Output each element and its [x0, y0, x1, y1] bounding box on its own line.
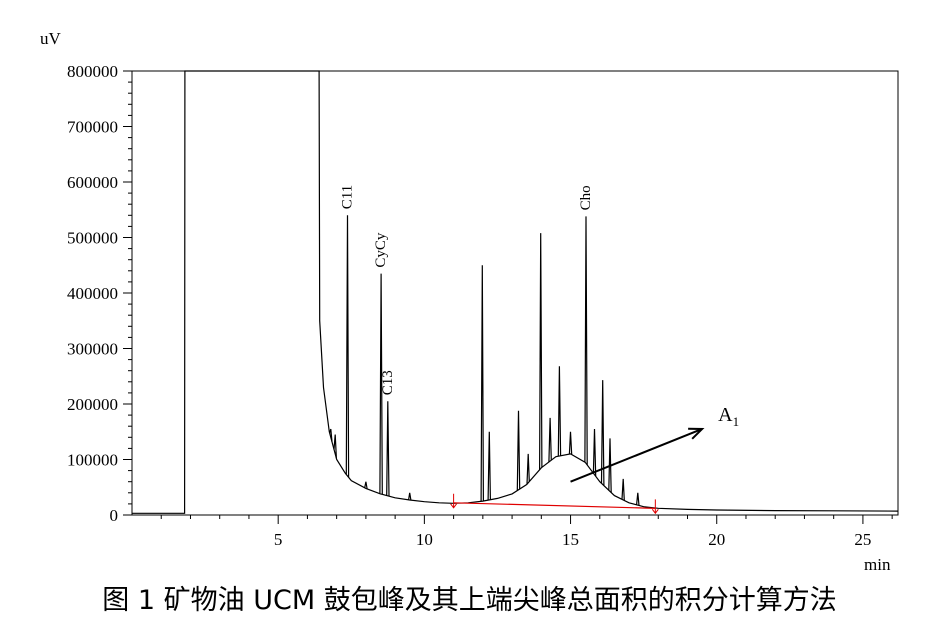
peak [379, 273, 383, 495]
peak [568, 431, 573, 455]
plot-area [132, 70, 899, 515]
y-tick-label: 100000 [67, 451, 118, 470]
peak [621, 478, 625, 501]
peak [333, 434, 337, 459]
figure-caption: 图 1 矿物油 UCM 鼓包峰及其上端尖峰总面积的积分计算方法 [102, 585, 837, 616]
y-tick-label: 400000 [67, 284, 118, 303]
x-tick-label: 20 [708, 530, 725, 549]
peak [526, 453, 530, 485]
annotation-subscript: 1 [733, 414, 740, 429]
plot-frame [131, 70, 899, 516]
axes: 0 100000 200000 300000 400000 500000 600000 700… [67, 62, 899, 549]
peak [516, 410, 521, 491]
peak [548, 417, 552, 463]
y-tick-label: 700000 [67, 118, 118, 137]
annotation-label: A1 [718, 404, 739, 429]
peak [408, 492, 412, 501]
y-tick-label: 500000 [67, 229, 118, 248]
peak-label: C13 [380, 370, 396, 395]
peak-label: CyCy [373, 232, 389, 268]
x-unit-label: min [864, 555, 891, 574]
peak [480, 265, 484, 502]
peak [329, 428, 333, 442]
peak [487, 431, 491, 501]
peak [592, 428, 597, 477]
integration-baseline [453, 502, 656, 509]
peak [584, 216, 588, 466]
peak [608, 438, 612, 493]
chromatogram-trace [132, 70, 899, 514]
chromatogram-chart: uV min 0 100000 200000 300000 400000 500000 60… [40, 29, 899, 574]
peak [345, 215, 350, 478]
y-tick-label: 800000 [67, 62, 118, 81]
x-tick-label: 25 [854, 530, 871, 549]
peak [539, 233, 543, 470]
y-tick-label: 600000 [67, 173, 118, 192]
peak-label: C11 [339, 185, 355, 209]
baseline-end-marker [651, 499, 659, 515]
peak [386, 401, 390, 497]
x-tick-label: 5 [274, 530, 283, 549]
annotation-arrow [570, 428, 703, 483]
annotation-arrowhead [688, 427, 705, 440]
peak-label: Cho [578, 185, 594, 210]
y-tick-label: 0 [110, 506, 119, 525]
x-tick-label: 10 [416, 530, 433, 549]
peak [636, 492, 640, 506]
y-tick-label: 200000 [67, 395, 118, 414]
peak [600, 380, 605, 486]
peak [364, 481, 368, 489]
y-unit-label: uV [40, 29, 62, 48]
baseline-start-marker [450, 493, 458, 509]
y-tick-label: 300000 [67, 340, 118, 359]
x-tick-label: 15 [562, 530, 579, 549]
peak [557, 366, 562, 457]
